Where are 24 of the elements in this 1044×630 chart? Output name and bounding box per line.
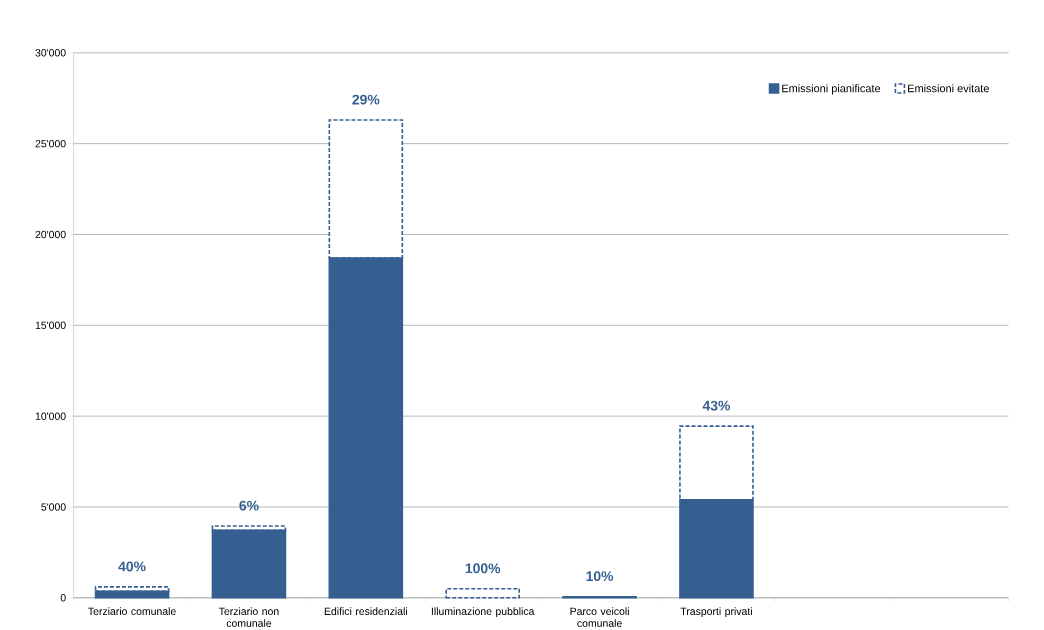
bar <box>94 590 170 599</box>
x-tick-label: Illuminazione pubblica <box>431 607 535 617</box>
y-tick-label: 0 <box>60 593 66 602</box>
y-tick-label: 5'000 <box>41 503 66 511</box>
legend-label: Emissioni pianificate <box>782 84 881 95</box>
x-tick-label: Edifici residenziali <box>324 607 407 615</box>
annotation: 40% <box>118 561 146 572</box>
bar <box>445 587 520 599</box>
y-tick-label: 30'000 <box>35 48 66 57</box>
annotation: 43% <box>702 400 731 411</box>
legend-label: Emissioni evitate <box>908 84 989 93</box>
annotation: 29% <box>352 94 380 105</box>
y-tick-label: 15'000 <box>35 321 66 329</box>
annotation: 6% <box>239 500 259 511</box>
y-tick-label: 20'000 <box>35 230 66 239</box>
y-tick-label: 25'000 <box>35 139 66 148</box>
x-tick-label: Trasporti privati <box>680 607 752 617</box>
x-tick-label: Terziario non comunale <box>218 607 279 627</box>
annotation: 10% <box>586 571 614 581</box>
bar <box>211 529 287 599</box>
x-tick-label: Parco veicoli comunale <box>570 607 629 627</box>
annotation: 100% <box>465 563 501 574</box>
y-tick-label: 10'000 <box>35 412 66 420</box>
x-tick-label: Terziario comunale <box>88 607 176 615</box>
